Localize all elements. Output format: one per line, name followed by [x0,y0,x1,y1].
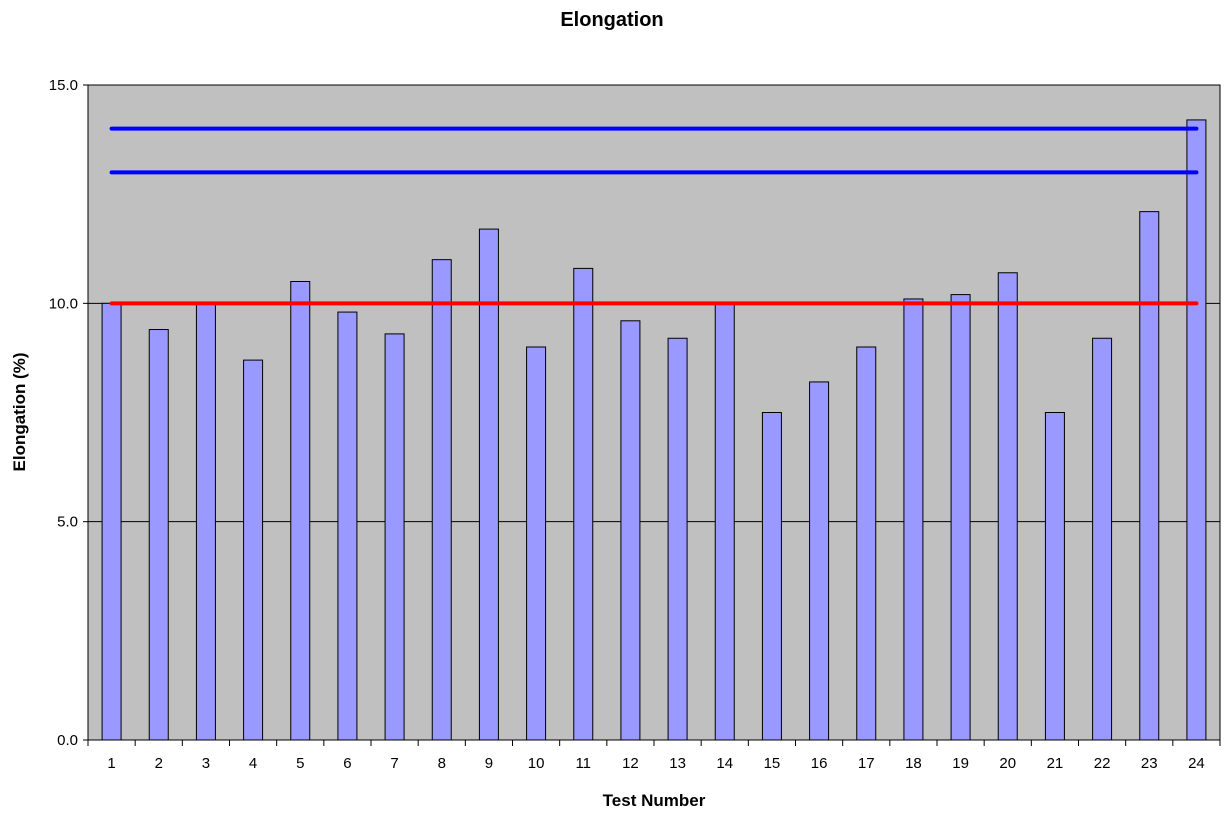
x-tick-label: 13 [669,755,686,772]
bar [1186,119,1207,741]
x-tick-label: 21 [1047,755,1064,772]
bar [290,281,311,741]
bar [714,302,735,741]
y-tick-label: 10.0 [49,295,78,312]
x-tick-label: 11 [575,755,591,772]
chart-title: Elongation [560,9,663,31]
bar [431,259,452,741]
bar [1044,412,1065,741]
x-tick-label: 17 [858,755,875,772]
x-tick-label: 2 [155,755,163,772]
bar [950,294,971,741]
bar [573,267,594,741]
bar [195,302,216,741]
x-tick-label: 15 [764,755,781,772]
x-tick-label: 7 [390,755,398,772]
y-tick-label: 0.0 [57,732,78,749]
x-tick-label: 3 [202,755,210,772]
x-tick-label: 18 [905,755,922,772]
y-tick-label: 15.0 [49,77,78,94]
bar [903,298,924,741]
x-tick-label: 23 [1141,755,1158,772]
bar [384,333,405,741]
bar [148,329,169,741]
x-tick-label: 6 [343,755,351,772]
axes: 0.05.010.015.01 2 3 4 5 6 7 8 9 10 11 12 13 14 15 16 17 1… [49,77,1221,772]
bar [761,412,782,741]
bar [620,320,641,741]
bar [997,272,1018,741]
bar [337,311,358,741]
x-tick-label: 5 [296,755,304,772]
y-axis-title: Elongation (%) [10,353,29,472]
bar [478,228,499,741]
bars [101,119,1207,741]
x-tick-label: 16 [811,755,828,772]
plot-area [87,84,1221,741]
bar [1092,337,1113,741]
bar [1139,211,1160,741]
x-tick-label: 22 [1094,755,1111,772]
bar [243,359,264,741]
bar [809,381,830,741]
x-axis-title: Test Number [603,791,706,810]
x-tick-label: 8 [438,755,446,772]
bar [667,337,688,741]
x-tick-label: 14 [716,755,733,772]
bar [526,346,547,741]
x-tick-label: 10 [528,755,545,772]
y-tick-label: 5.0 [57,514,78,531]
bar [101,302,122,741]
x-tick-label: 1 [107,755,115,772]
x-tick-label: 4 [249,755,257,772]
bar [856,346,877,741]
x-tick-label: 20 [999,755,1016,772]
x-tick-label: 24 [1188,755,1205,772]
x-tick-label: 9 [485,755,493,772]
reference-lines [109,126,1199,306]
x-tick-label: 19 [952,755,969,772]
x-tick-label: 12 [622,755,639,772]
